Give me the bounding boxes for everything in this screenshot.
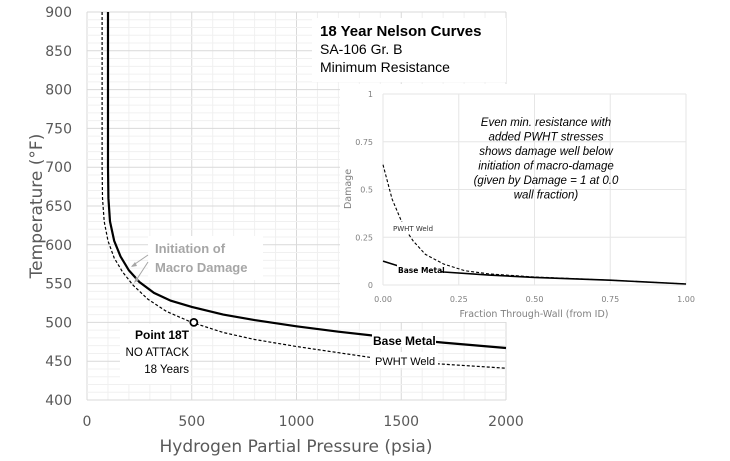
inset-annotation-line: wall fraction) (514, 190, 579, 202)
chart-subtitle: Minimum Resistance (320, 59, 450, 75)
x-axis-label: Hydrogen Partial Pressure (psia) (160, 437, 433, 457)
y-tick-label: 800 (45, 83, 72, 99)
inset-annotation-line: shows damage well below (479, 146, 613, 158)
inset-annotation-line: initiation of macro-damage (478, 161, 614, 173)
series-line-pwht-weld (101, 12, 507, 369)
y-tick-label: 900 (45, 5, 72, 21)
pwht-weld-label: PWHT Weld (375, 356, 435, 368)
initiation-label: Initiation of (155, 241, 226, 256)
inset-y-tick: 0.75 (355, 138, 373, 147)
inset-x-tick: 0.75 (601, 295, 619, 304)
label-bg (392, 222, 436, 234)
inset-y-tick: 1 (368, 90, 373, 99)
y-tick-label: 850 (45, 44, 72, 60)
inset-annotation-line: (given by Damage = 1 at 0.0 (474, 175, 619, 187)
inset-annotation-line: Even min. resistance with (481, 117, 611, 129)
inset-x-tick: 0.00 (374, 295, 392, 304)
label-bg (397, 264, 441, 275)
y-tick-label: 650 (45, 199, 72, 215)
inset-annotation-line: added PWHT stresses (488, 132, 603, 144)
x-tick-label: 1000 (279, 414, 315, 430)
inset-base-label: Base Metal (398, 266, 445, 275)
y-axis-label: Temperature (°F) (27, 134, 47, 280)
x-tick-label: 500 (178, 414, 205, 430)
inset-x-tick: 1.00 (677, 295, 695, 304)
inset-x-axis-label: Fraction Through-Wall (from ID) (460, 309, 609, 320)
base-metal-label: Base Metal (373, 334, 436, 348)
x-tick-label: 0 (83, 414, 92, 430)
arrow-head-icon (134, 277, 139, 283)
y-tick-label: 400 (45, 393, 72, 409)
inset-y-tick: 0 (368, 281, 373, 290)
y-tick-label: 600 (45, 238, 72, 254)
title-bg (312, 18, 506, 82)
x-tick-label: 2000 (488, 414, 524, 430)
chart-title: 18 Year Nelson Curves (320, 23, 481, 40)
inset-y-axis-label: Damage (343, 169, 354, 209)
x-tick-label: 1500 (383, 414, 419, 430)
series-line-base-metal (106, 12, 507, 350)
point-label: Point 18T (135, 328, 190, 342)
y-tick-label: 700 (45, 160, 72, 176)
inset-weld-label: PWHT Weld (393, 225, 433, 233)
data-point-18t (189, 317, 199, 327)
y-tick-label: 450 (45, 354, 72, 370)
chart-subtitle: SA-106 Gr. B (320, 41, 402, 57)
label-bg (370, 352, 438, 368)
label-bg (120, 324, 190, 384)
arrow-head-icon (131, 262, 137, 267)
label-bg (148, 236, 263, 280)
inset-x-tick: 0.50 (526, 295, 544, 304)
point-status: NO ATTACK (126, 347, 190, 359)
point-years: 18 Years (144, 364, 189, 376)
inset-y-tick: 0.5 (360, 186, 373, 195)
inset-series-pwht-weld (382, 164, 687, 285)
y-tick-label: 550 (45, 277, 72, 293)
label-bg (372, 331, 436, 347)
y-tick-label: 750 (45, 121, 72, 137)
y-tick-label: 500 (45, 315, 72, 331)
initiation-label-2: Macro Damage (155, 260, 247, 275)
inset-y-tick: 0.25 (355, 233, 373, 242)
inset-x-tick: 0.25 (450, 295, 468, 304)
